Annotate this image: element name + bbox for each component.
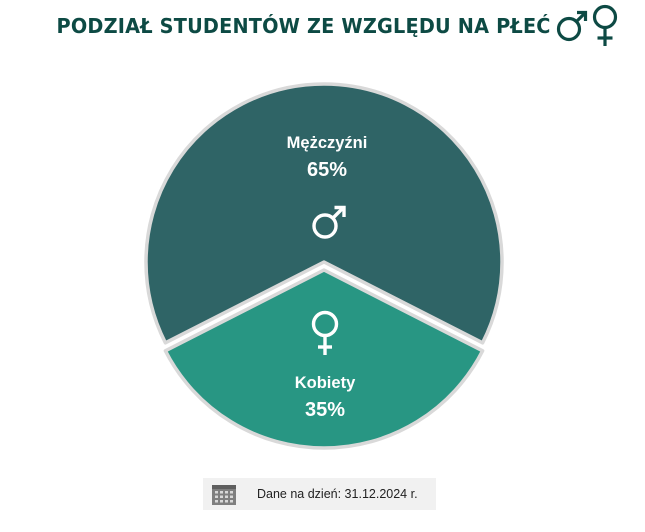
female-slice-value: 35% [305, 399, 345, 421]
male-slice-value: 65% [307, 159, 347, 181]
female-slice-label-group: Kobiety 35% [295, 310, 356, 421]
calendar-icon [212, 485, 236, 505]
male-slice-label-group: Mężczyźni 65% [287, 134, 368, 239]
data-date-text: Dane na dzień: 31.12.2024 r. [257, 487, 418, 501]
male-slice-icon [312, 205, 346, 239]
page-title: PODZIAŁ STUDENTÓW ZE WZGLĘDU NA PŁEĆ [56, 14, 551, 38]
female-slice-icon [311, 310, 339, 355]
female-slice [163, 268, 485, 450]
male-symbol-icon [557, 10, 588, 42]
female-symbol-icon [593, 4, 618, 46]
title-icons [554, 3, 620, 49]
title-row: PODZIAŁ STUDENTÓW ZE WZGLĘDU NA PŁEĆ [0, 4, 645, 48]
data-date-note: Dane na dzień: 31.12.2024 r. [203, 478, 436, 510]
female-slice-label: Kobiety [295, 374, 356, 392]
male-slice-label: Mężczyźni [287, 134, 368, 152]
